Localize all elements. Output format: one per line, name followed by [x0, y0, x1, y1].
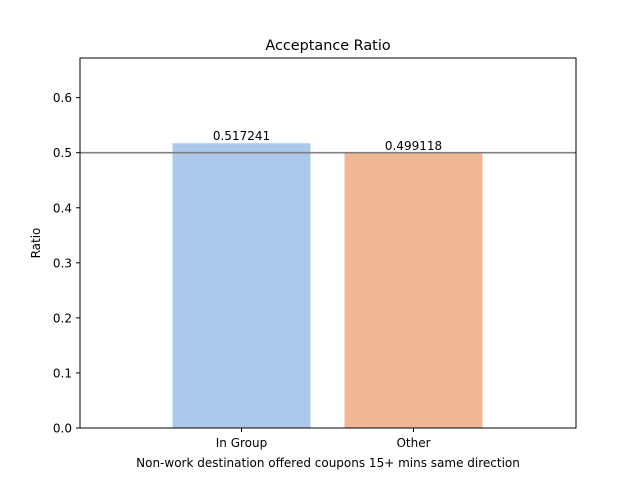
- y-tick-label: 0.5: [53, 146, 72, 160]
- x-tick-label: Other: [396, 436, 430, 450]
- y-axis-ticks: 0.0 0.1 0.2 0.3 0.4 0.5 0.6: [53, 91, 80, 436]
- chart-title: Acceptance Ratio: [265, 38, 390, 54]
- bars-layer: [172, 143, 483, 429]
- y-axis-label: Ratio: [29, 228, 43, 259]
- y-tick-label: 0.2: [53, 311, 72, 325]
- y-tick-label: 0.3: [53, 256, 72, 270]
- y-tick-label: 0.6: [53, 91, 72, 105]
- plot-frame: [79, 57, 577, 429]
- y-tick-label: 0.0: [53, 422, 72, 436]
- data-label-in-group: 0.517241: [213, 129, 270, 143]
- data-labels-layer: 0.517241 0.499118: [213, 129, 442, 153]
- x-axis-ticks: In Group Other: [216, 428, 431, 450]
- bar-other: [344, 153, 483, 429]
- data-label-other: 0.499118: [385, 139, 442, 153]
- y-tick-label: 0.4: [53, 201, 72, 215]
- x-tick-label: In Group: [216, 436, 268, 450]
- y-tick-label: 0.1: [53, 366, 72, 380]
- x-axis-label: Non-work destination offered coupons 15+…: [136, 456, 520, 470]
- bar-in-group: [172, 143, 311, 428]
